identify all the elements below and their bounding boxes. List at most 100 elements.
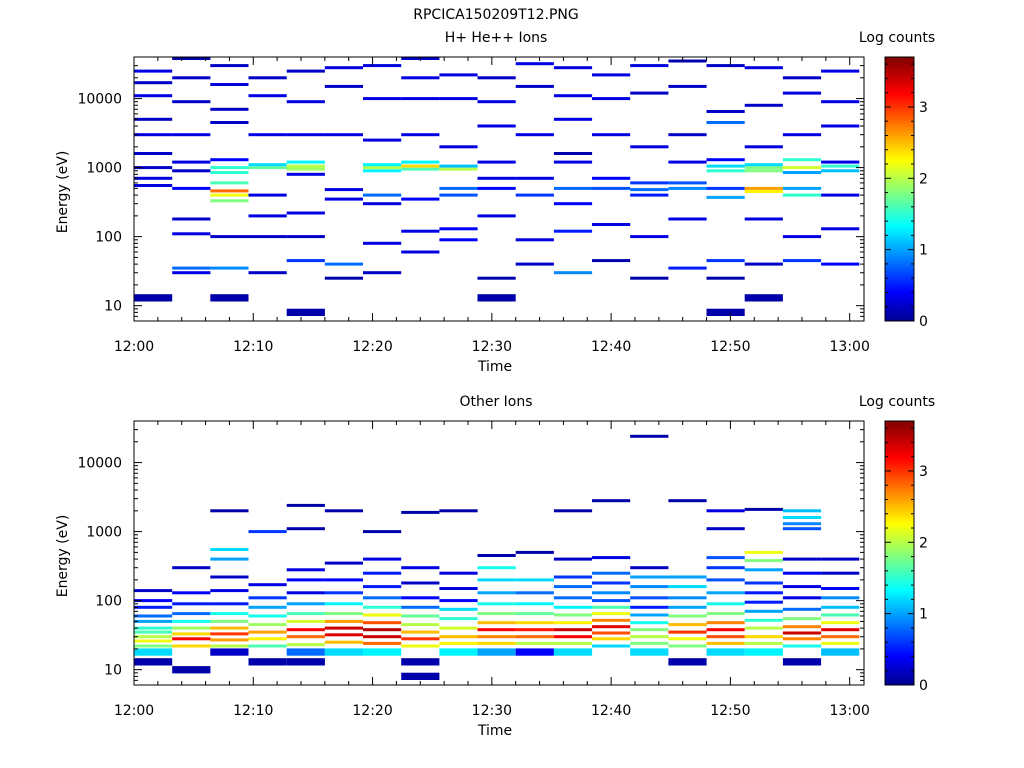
x-tick-label: 12:50 <box>710 339 750 355</box>
heatmap-cell <box>363 163 402 167</box>
heatmap-cell <box>439 641 478 645</box>
heatmap-cell <box>782 607 822 611</box>
heatmap-cell <box>782 91 822 95</box>
heatmap-cell <box>172 217 211 221</box>
heatmap-cell <box>553 186 593 190</box>
heatmap-cell <box>286 612 325 616</box>
heatmap-cell <box>210 171 249 174</box>
heatmap-cell <box>172 591 211 595</box>
heatmap-cell <box>286 69 325 73</box>
heatmap-cell <box>324 578 363 582</box>
heatmap-cell <box>248 235 287 239</box>
heatmap-cell <box>401 250 440 254</box>
heatmap-cell <box>630 276 669 280</box>
colorbar-ticks: 0 1 2 3 <box>885 427 928 694</box>
heatmap-cell <box>782 658 822 666</box>
heatmap-cell <box>744 635 783 639</box>
heatmap-cell <box>668 644 707 648</box>
heatmap-cell <box>782 644 822 648</box>
heatmap-cell <box>439 626 478 630</box>
heatmap-cell <box>477 635 516 639</box>
heatmap-cell <box>210 557 249 561</box>
heatmap-cell <box>172 666 211 674</box>
colorbar-tick-label: 1 <box>919 243 928 259</box>
heatmap-cell <box>668 266 707 270</box>
heatmap-cell <box>324 602 363 606</box>
heatmap-cell <box>668 84 707 88</box>
x-axis-label: Time <box>477 359 512 375</box>
heatmap-cell <box>134 644 173 648</box>
heatmap-cell <box>706 527 745 531</box>
heatmap-cell <box>630 613 669 617</box>
heatmap-cell <box>439 186 478 190</box>
heatmap-cell <box>363 193 402 197</box>
heatmap-cell <box>630 145 669 149</box>
heatmap-cell <box>782 166 822 170</box>
heatmap-cell <box>210 632 249 636</box>
heatmap-cell <box>134 599 173 603</box>
heatmap-cell <box>515 262 554 266</box>
heatmap-cell <box>706 612 745 616</box>
x-tick-label: 13:00 <box>830 703 870 719</box>
heatmap-cell <box>706 186 745 190</box>
x-tick-label: 12:40 <box>591 703 631 719</box>
heatmap-cell <box>401 97 440 101</box>
heatmap-cell <box>477 566 516 570</box>
heatmap-cell <box>324 197 363 201</box>
colorbar-tick-label: 3 <box>919 464 928 480</box>
heatmap-cell <box>592 631 631 635</box>
heatmap-cell <box>782 596 822 600</box>
heatmap-cell <box>324 66 363 70</box>
heatmap-cell <box>324 84 363 88</box>
heatmap-cell <box>439 145 478 149</box>
heatmap-cell <box>553 628 593 632</box>
heatmap-cell <box>515 602 554 606</box>
heatmap-cell <box>477 648 516 656</box>
heatmap-cell <box>172 632 211 636</box>
x-tick-label: 12:00 <box>114 703 154 719</box>
heatmap-cell <box>248 637 287 641</box>
heatmap-cell <box>553 202 593 206</box>
heatmap-cell <box>134 639 173 643</box>
colorbar <box>884 56 915 322</box>
x-tick-label: 13:00 <box>830 339 870 355</box>
heatmap-cell <box>706 556 745 560</box>
heatmap-cell <box>363 613 402 617</box>
heatmap-cell <box>477 76 516 80</box>
heatmap-cell <box>553 94 593 98</box>
heatmap-cell <box>553 635 593 639</box>
heatmap-cell <box>821 621 860 625</box>
heatmap-cell <box>821 160 860 164</box>
heatmap-cell <box>324 276 363 280</box>
heatmap-cell <box>515 193 554 197</box>
heatmap-cell <box>401 160 440 164</box>
heatmap-cell <box>210 158 249 162</box>
heatmap-cell <box>706 635 745 639</box>
heatmap-cell <box>248 163 287 167</box>
heatmap-cell <box>630 566 669 570</box>
y-tick-label: 1000 <box>86 525 122 541</box>
heatmap-cell <box>668 217 707 221</box>
heatmap-cell <box>592 605 631 609</box>
y-tick-label: 10 <box>104 663 122 679</box>
heatmap-cell <box>248 644 287 648</box>
heatmap-cell <box>782 516 822 519</box>
colorbar-tick-label: 0 <box>919 314 928 330</box>
heatmap-cell <box>668 59 707 63</box>
heatmap-cell <box>515 612 554 616</box>
heatmap-cell <box>324 640 363 644</box>
figure-title: RPCICA150209T12.PNG <box>413 7 578 23</box>
heatmap-cell <box>592 571 631 575</box>
heatmap-cell <box>324 633 363 637</box>
heatmap-cell <box>248 271 287 275</box>
heatmap-cell <box>515 238 554 242</box>
heatmap-cell <box>821 164 860 168</box>
heatmap-cell <box>821 193 860 197</box>
x-tick-label: 12:30 <box>472 703 512 719</box>
y-tick-label: 100 <box>95 594 122 610</box>
heatmap-cell <box>744 66 783 70</box>
colorbar-tick-label: 3 <box>919 100 928 116</box>
heatmap-cell <box>172 57 211 60</box>
heatmap-cell <box>477 612 516 616</box>
heatmap-cell <box>248 605 287 609</box>
